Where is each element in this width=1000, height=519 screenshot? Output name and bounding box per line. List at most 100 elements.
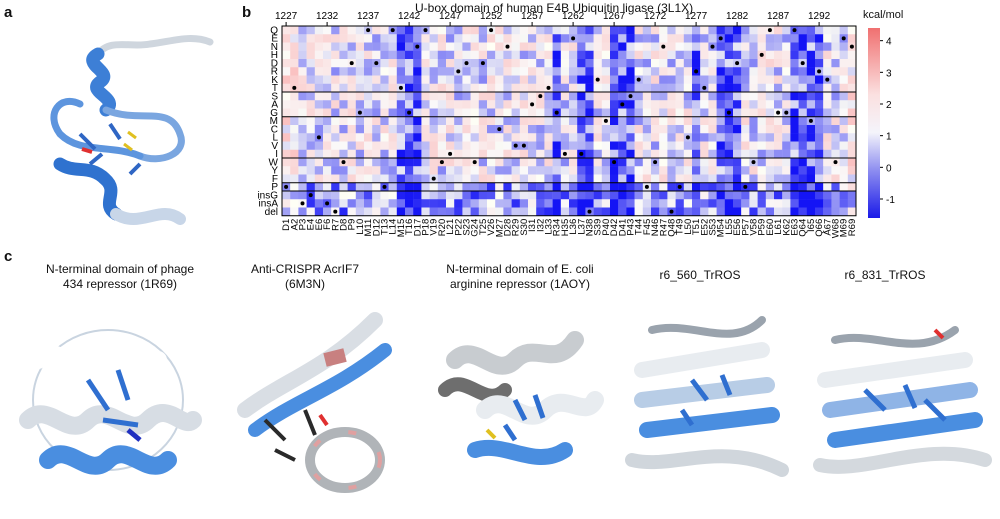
panel-label-b: b — [242, 4, 252, 21]
heatmap-cell — [642, 67, 652, 76]
heatmap-cell — [667, 92, 676, 101]
heatmap-cell — [700, 133, 709, 142]
wild-type-dot — [292, 85, 297, 90]
heatmap-cell — [544, 174, 553, 183]
wild-type-dot — [538, 94, 543, 99]
heatmap-cell — [544, 92, 553, 101]
heatmap-cell — [437, 191, 447, 200]
heatmap-cell — [700, 75, 709, 84]
heatmap-cell — [454, 174, 463, 183]
heatmap-cell — [757, 116, 766, 126]
heatmap-cell — [708, 116, 717, 126]
heatmap-cell — [716, 125, 725, 134]
heatmap-cell — [339, 100, 348, 109]
heatmap-cell — [331, 83, 340, 93]
heatmap-cell — [544, 191, 553, 200]
wild-type-dot — [833, 160, 838, 165]
heatmap-cell — [487, 174, 496, 183]
heatmap-cell — [716, 133, 725, 142]
heatmap-cell — [626, 100, 635, 109]
heatmap-cell — [421, 182, 430, 192]
heatmap-cell — [626, 108, 635, 117]
heatmap-cell — [454, 191, 463, 200]
heatmap-cell — [593, 92, 602, 101]
heatmap-cell — [339, 199, 348, 208]
heatmap-cell — [847, 100, 857, 109]
column-label: P9 — [347, 219, 358, 231]
heatmap-cell — [839, 199, 848, 208]
heatmap-cell — [462, 83, 471, 93]
heatmap-cell — [839, 207, 848, 216]
heatmap-cell — [831, 125, 840, 134]
heatmap-cell — [323, 100, 332, 109]
colorbar-tick-label: 1 — [886, 132, 892, 143]
heatmap-cell — [298, 100, 307, 109]
heatmap-cell — [806, 166, 816, 175]
heatmap-cell — [618, 42, 627, 51]
heatmap-cell — [815, 108, 824, 117]
column-label: N46 — [650, 219, 661, 236]
heatmap-cell — [437, 108, 447, 117]
heatmap-cell — [749, 166, 758, 175]
heatmap-cell — [618, 108, 627, 117]
heatmap-cell — [601, 42, 611, 51]
heatmap-cell — [765, 158, 775, 167]
heatmap-cell — [593, 42, 602, 51]
heatmap-cell — [774, 59, 783, 68]
heatmap-cell — [495, 83, 504, 93]
heatmap-cell — [659, 191, 668, 200]
heatmap-cell — [692, 125, 701, 134]
heatmap-cell — [511, 158, 520, 167]
heatmap-cell — [733, 182, 742, 192]
heatmap-cell — [544, 50, 553, 60]
heatmap-cell — [503, 158, 512, 167]
heatmap-cell — [569, 174, 578, 183]
column-label: R7 — [330, 219, 341, 231]
heatmap-cell — [585, 166, 594, 175]
heatmap-cell — [372, 166, 381, 175]
heatmap-cell — [651, 174, 660, 183]
heatmap-cell — [282, 26, 291, 35]
heatmap-cell — [831, 92, 840, 101]
heatmap-cell — [839, 100, 848, 109]
row-label: I — [275, 149, 278, 160]
wild-type-dot — [587, 209, 592, 214]
heatmap-cell — [454, 166, 463, 175]
heatmap-cell — [815, 133, 824, 142]
heatmap-cell — [683, 166, 693, 175]
heatmap-cell — [659, 141, 668, 150]
heatmap-cell — [470, 207, 479, 216]
heatmap-cell — [478, 83, 488, 93]
heatmap-cell — [774, 67, 783, 76]
heatmap-cell — [667, 158, 676, 167]
row-label: W — [269, 157, 279, 168]
heatmap-cell — [372, 141, 381, 150]
heatmap-cell — [716, 50, 725, 60]
heatmap-cell — [511, 125, 520, 134]
wild-type-dot — [710, 44, 715, 49]
heatmap-cell — [782, 67, 791, 76]
heatmap-cell — [405, 125, 414, 134]
heatmap-cell — [347, 199, 356, 208]
heatmap-cell — [757, 191, 766, 200]
heatmap-cell — [323, 26, 332, 35]
heatmap-cell — [651, 67, 660, 76]
heatmap-cell — [749, 67, 758, 76]
heatmap-cell — [519, 158, 529, 167]
panel-label-c: c — [4, 248, 13, 265]
heatmap-cell — [413, 133, 422, 142]
heatmap-cell — [413, 108, 422, 117]
row-label: L — [272, 133, 278, 144]
heatmap-cell — [560, 83, 570, 93]
heatmap-cell — [774, 125, 783, 134]
heatmap-cell — [675, 199, 684, 208]
heatmap-cell — [774, 26, 783, 35]
heatmap-cell — [642, 26, 652, 35]
heatmap-cell — [831, 141, 840, 150]
heatmap-cell — [601, 158, 611, 167]
heatmap-cell — [487, 207, 496, 216]
heatmap-cell — [577, 158, 586, 167]
heatmap-cell — [298, 42, 307, 51]
heatmap-cell — [610, 34, 619, 43]
heatmap-cell — [683, 199, 693, 208]
